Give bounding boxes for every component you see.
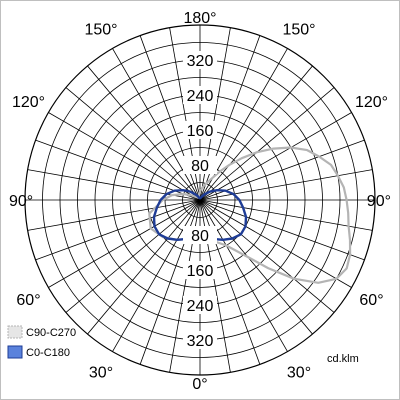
radial-tick-label-bg xyxy=(183,121,217,139)
radial-tick-label: 320 xyxy=(187,333,214,350)
angle-label: 60° xyxy=(359,292,383,309)
grid-spoke xyxy=(48,112,201,201)
radial-tick-label: 80 xyxy=(191,228,209,245)
grid-spoke xyxy=(87,65,201,201)
radial-tick-label-bg xyxy=(183,156,217,174)
angle-label: 150° xyxy=(84,22,117,39)
grid-spoke xyxy=(199,65,313,201)
angle-label: 0° xyxy=(192,376,207,393)
grid-spoke xyxy=(199,199,313,335)
radial-tick-label-bg xyxy=(183,51,217,69)
grid-spoke xyxy=(199,199,365,261)
angle-label: 90° xyxy=(9,193,33,210)
legend-label: C0-C180 xyxy=(26,347,70,359)
grid-spoke xyxy=(199,199,373,231)
grid-spoke xyxy=(199,199,335,313)
angle-label: 150° xyxy=(282,22,315,39)
grid-spoke xyxy=(199,199,352,288)
unit-label: cd.klm xyxy=(327,353,359,365)
radial-tick-label-bg xyxy=(183,296,217,314)
angle-labels: 180° 150° 150° 120° 120° 90° 90° 60° 60° 30° 30° 0° xyxy=(9,10,391,393)
radial-tick-label: 160 xyxy=(187,263,214,280)
radial-tick-label: 160 xyxy=(187,123,214,140)
grid-spoke xyxy=(199,87,335,201)
grid-spoke xyxy=(65,199,201,313)
grid-spoke xyxy=(35,139,201,201)
legend: C90-C270 C0-C180 xyxy=(7,325,76,359)
radial-tick-label: 80 xyxy=(191,158,209,175)
radial-tick-label: 240 xyxy=(187,88,214,105)
angle-label: 30° xyxy=(89,365,113,382)
legend-swatch xyxy=(7,325,23,339)
radial-tick-label-bg xyxy=(183,86,217,104)
grid-spoke xyxy=(112,48,201,201)
radial-tick-label-bg xyxy=(183,261,217,279)
grid-spoke xyxy=(27,199,201,231)
angle-label: 120° xyxy=(355,94,388,111)
angle-label: 120° xyxy=(12,94,45,111)
grid-spoke xyxy=(48,199,201,288)
angle-label: 180° xyxy=(183,10,216,27)
radial-tick-label: 320 xyxy=(187,53,214,70)
grid-spoke xyxy=(65,87,201,201)
grid-spoke xyxy=(199,139,365,201)
legend-label: C90-C270 xyxy=(26,327,76,339)
radial-tick-label-bg xyxy=(183,331,217,349)
grid-spoke xyxy=(199,112,352,201)
radial-tick-label-bg xyxy=(183,226,217,244)
grid-spoke xyxy=(199,199,288,352)
angle-label: 90° xyxy=(367,193,391,210)
grid-spoke xyxy=(35,199,201,261)
radial-tick-label: 240 xyxy=(187,298,214,315)
grid-spoke xyxy=(87,199,201,335)
legend-swatch xyxy=(7,345,23,359)
series-curve-c0-c180 xyxy=(152,189,248,241)
angle-label: 60° xyxy=(16,292,40,309)
angle-label: 30° xyxy=(287,365,311,382)
grid-spoke xyxy=(112,199,201,352)
radial-tick-labels: 80 80 160 160 240 240 320 320 xyxy=(183,51,217,350)
grid-spoke xyxy=(199,169,373,201)
